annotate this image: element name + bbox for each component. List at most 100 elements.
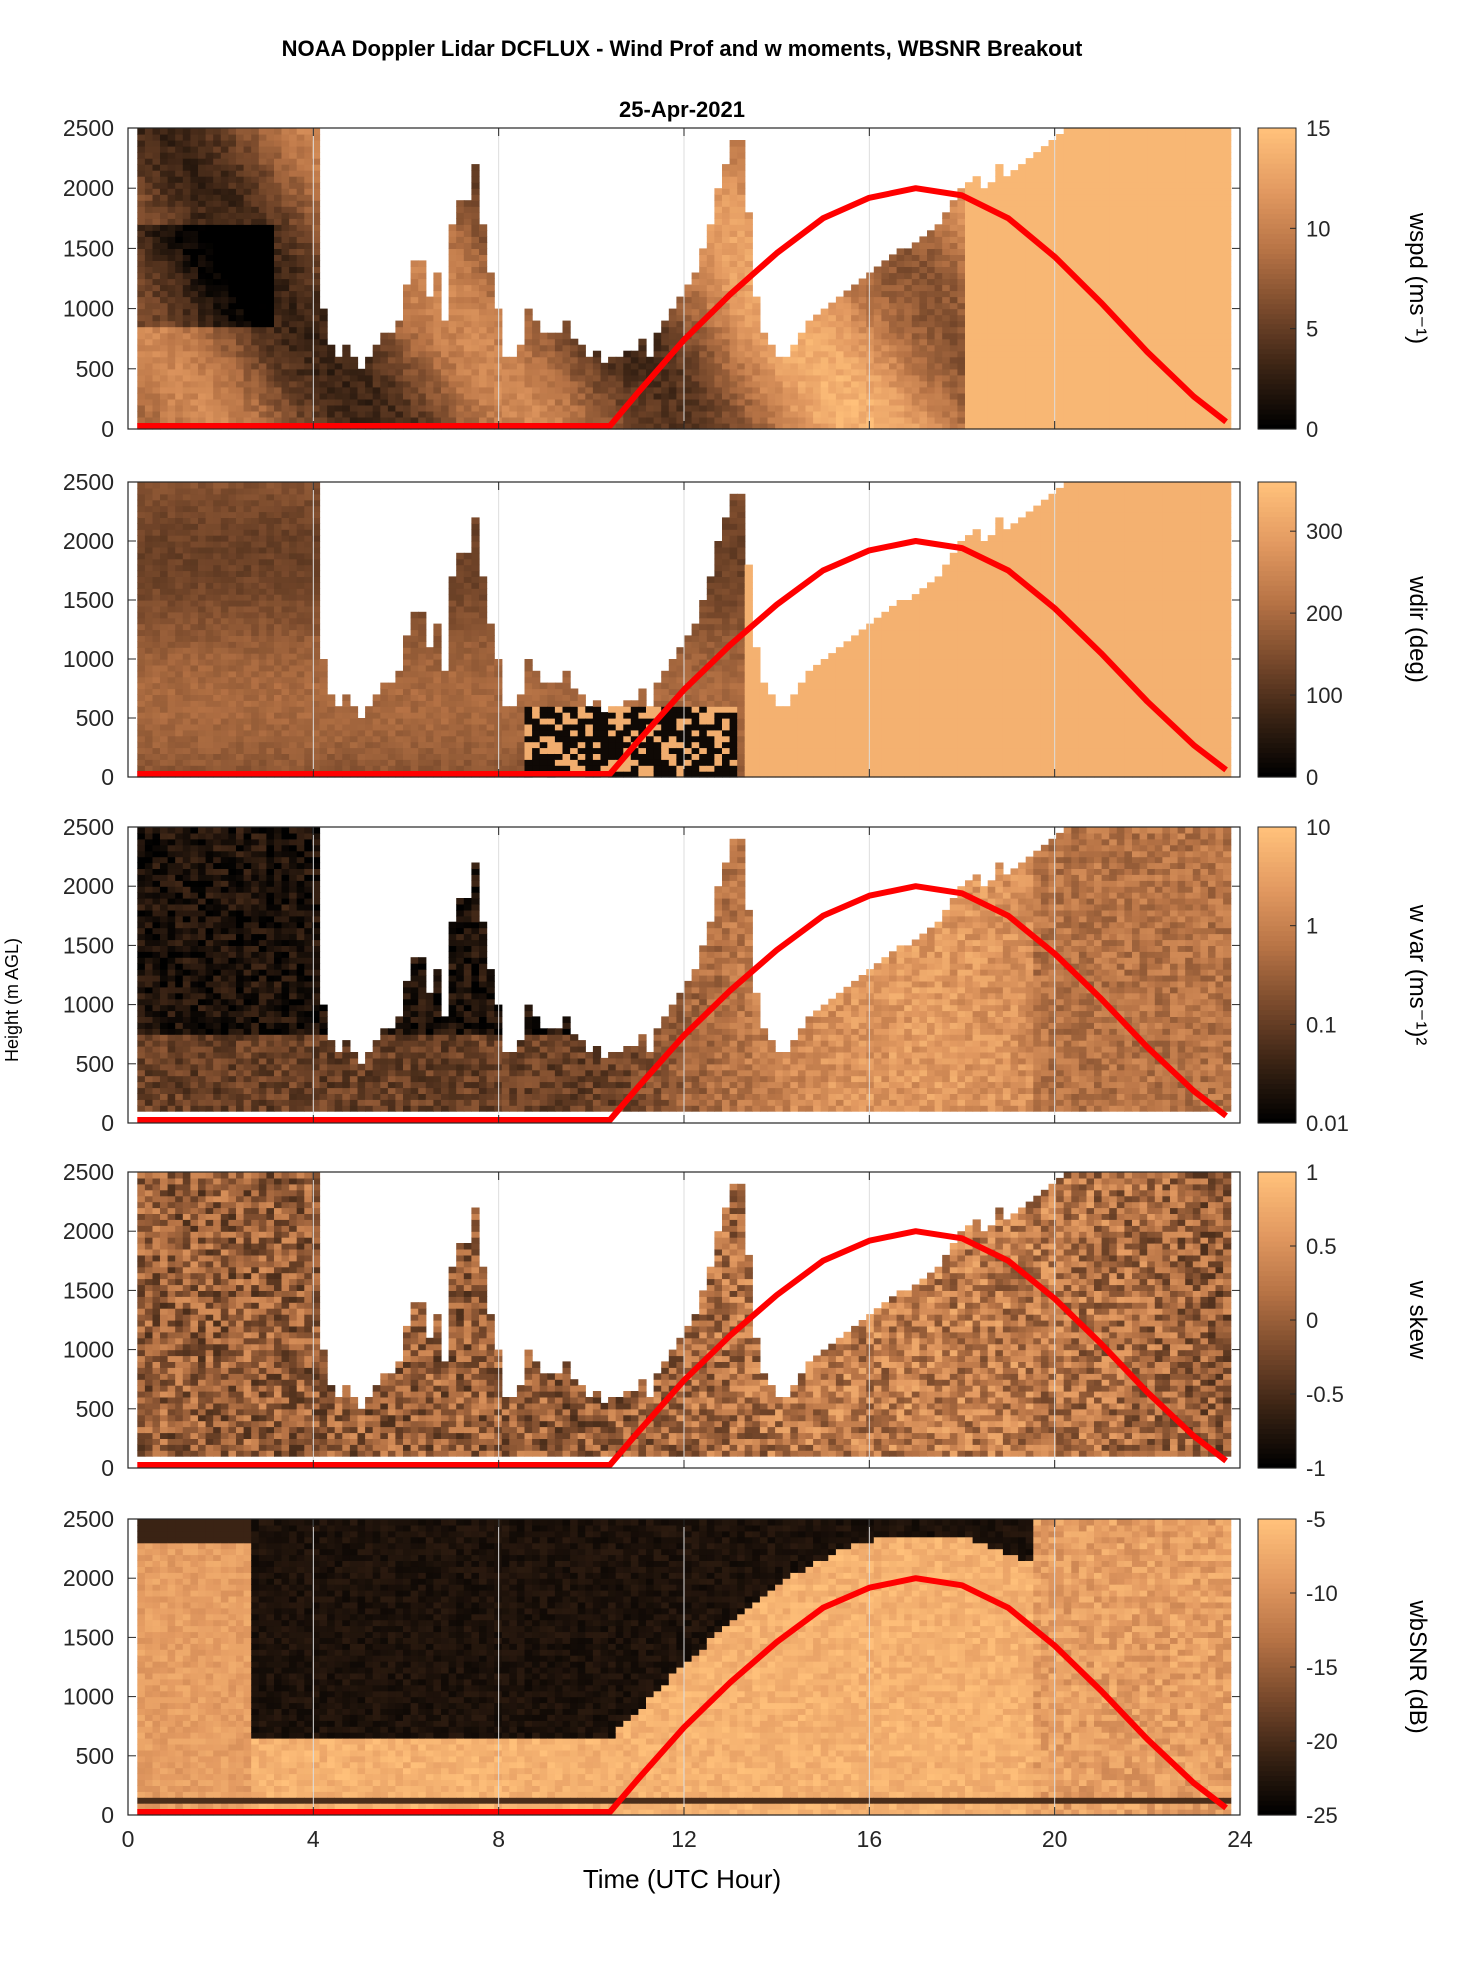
heatmap-cell <box>167 200 176 207</box>
heatmap-cell <box>1078 170 1088 177</box>
heatmap-cell <box>471 170 480 177</box>
heatmap-cell <box>1132 380 1141 388</box>
heatmap-cell <box>403 362 412 370</box>
heatmap-cell <box>1094 140 1103 147</box>
heatmap-cell <box>691 410 700 418</box>
heatmap-cell <box>418 266 427 274</box>
heatmap-cell <box>524 362 533 370</box>
heatmap-cell <box>479 314 488 322</box>
heatmap-cell <box>258 386 267 394</box>
heatmap-cell <box>1018 254 1027 261</box>
heatmap-cell <box>281 308 290 316</box>
heatmap-cell <box>676 398 685 406</box>
heatmap-cell <box>744 362 753 370</box>
heatmap-cell <box>182 296 191 304</box>
heatmap-cell <box>1078 386 1088 394</box>
heatmap-cell <box>1002 302 1012 310</box>
heatmap-cell <box>152 284 161 292</box>
heatmap-cell <box>1162 308 1171 316</box>
heatmap-cell <box>243 206 252 213</box>
heatmap-cell <box>858 410 867 418</box>
heatmap-cell <box>1078 423 1088 430</box>
heatmap-cell <box>919 374 928 382</box>
heatmap-cell <box>1192 308 1201 316</box>
heatmap-cell <box>266 134 275 141</box>
heatmap-cell <box>995 218 1004 225</box>
heatmap-cell <box>577 410 586 418</box>
heatmap-cell <box>182 374 191 382</box>
heatmap-cell <box>706 368 715 376</box>
heatmap-cell <box>1124 374 1133 382</box>
heatmap-cell <box>987 308 996 316</box>
heatmap-cell <box>714 290 723 298</box>
heatmap-cell <box>243 170 252 177</box>
heatmap-cell <box>987 362 996 370</box>
heatmap-cell <box>957 284 966 292</box>
heatmap-cell <box>160 374 169 382</box>
heatmap-cell <box>889 278 898 286</box>
heatmap-cell <box>828 320 837 328</box>
heatmap-cell <box>972 308 981 316</box>
heatmap-cell <box>1040 308 1050 316</box>
heatmap-cell <box>220 362 229 370</box>
heatmap-cell <box>327 350 336 358</box>
heatmap-cell <box>957 356 966 364</box>
heatmap-cell <box>137 641 146 648</box>
heatmap-cell <box>182 404 191 412</box>
heatmap-cell <box>737 398 746 406</box>
heatmap-cell <box>1215 188 1224 195</box>
heatmap-cell <box>1147 242 1156 249</box>
heatmap-cell <box>722 230 731 237</box>
heatmap-cell <box>1162 188 1171 195</box>
heatmap-cell <box>1025 423 1034 430</box>
heatmap-cell <box>881 284 890 292</box>
heatmap-cell <box>1018 260 1027 267</box>
heatmap-cell <box>1147 374 1156 382</box>
heatmap-cell <box>919 386 928 394</box>
heatmap-cell <box>972 248 981 255</box>
heatmap-cell <box>851 398 860 406</box>
heatmap-cell <box>274 368 283 376</box>
heatmap-cell <box>1185 320 1194 328</box>
heatmap-cell <box>965 260 974 267</box>
heatmap-cell <box>258 254 267 261</box>
heatmap-cell <box>767 423 776 430</box>
heatmap-cell <box>775 368 784 376</box>
heatmap-cell <box>144 380 154 388</box>
heatmap-cell <box>205 134 214 141</box>
heatmap-cell <box>1048 332 1057 340</box>
heatmap-cell <box>684 368 693 376</box>
heatmap-cell <box>205 224 214 231</box>
heatmap-cell <box>927 362 936 370</box>
heatmap-cell <box>463 332 472 340</box>
heatmap-cell <box>486 320 495 328</box>
heatmap-cell <box>904 362 913 370</box>
heatmap-cell <box>152 296 161 304</box>
heatmap-cell <box>729 158 738 165</box>
heatmap-cell <box>980 423 989 430</box>
heatmap-cell <box>1094 254 1103 261</box>
heatmap-cell <box>175 140 184 147</box>
heatmap-cell <box>904 398 913 406</box>
heatmap-cell <box>1025 296 1034 304</box>
heatmap-cell <box>972 356 981 364</box>
heatmap-cell <box>524 350 533 358</box>
heatmap-cell <box>1086 320 1095 328</box>
heatmap-cell <box>858 380 867 388</box>
heatmap-cell <box>1170 386 1179 394</box>
heatmap-cell <box>167 140 176 147</box>
heatmap-cell <box>433 272 442 280</box>
heatmap-cell <box>1192 417 1201 424</box>
heatmap-cell <box>1056 194 1065 201</box>
heatmap-cell <box>349 356 359 364</box>
heatmap-cell <box>1048 284 1057 292</box>
heatmap-cell <box>296 410 305 418</box>
heatmap-cell <box>1071 248 1080 255</box>
heatmap-cell <box>433 386 442 394</box>
heatmap-cell <box>137 332 146 340</box>
heatmap-cell <box>1208 398 1217 406</box>
heatmap-cell <box>266 242 275 249</box>
heatmap-cell <box>1147 230 1156 237</box>
heatmap-cell <box>258 206 267 213</box>
